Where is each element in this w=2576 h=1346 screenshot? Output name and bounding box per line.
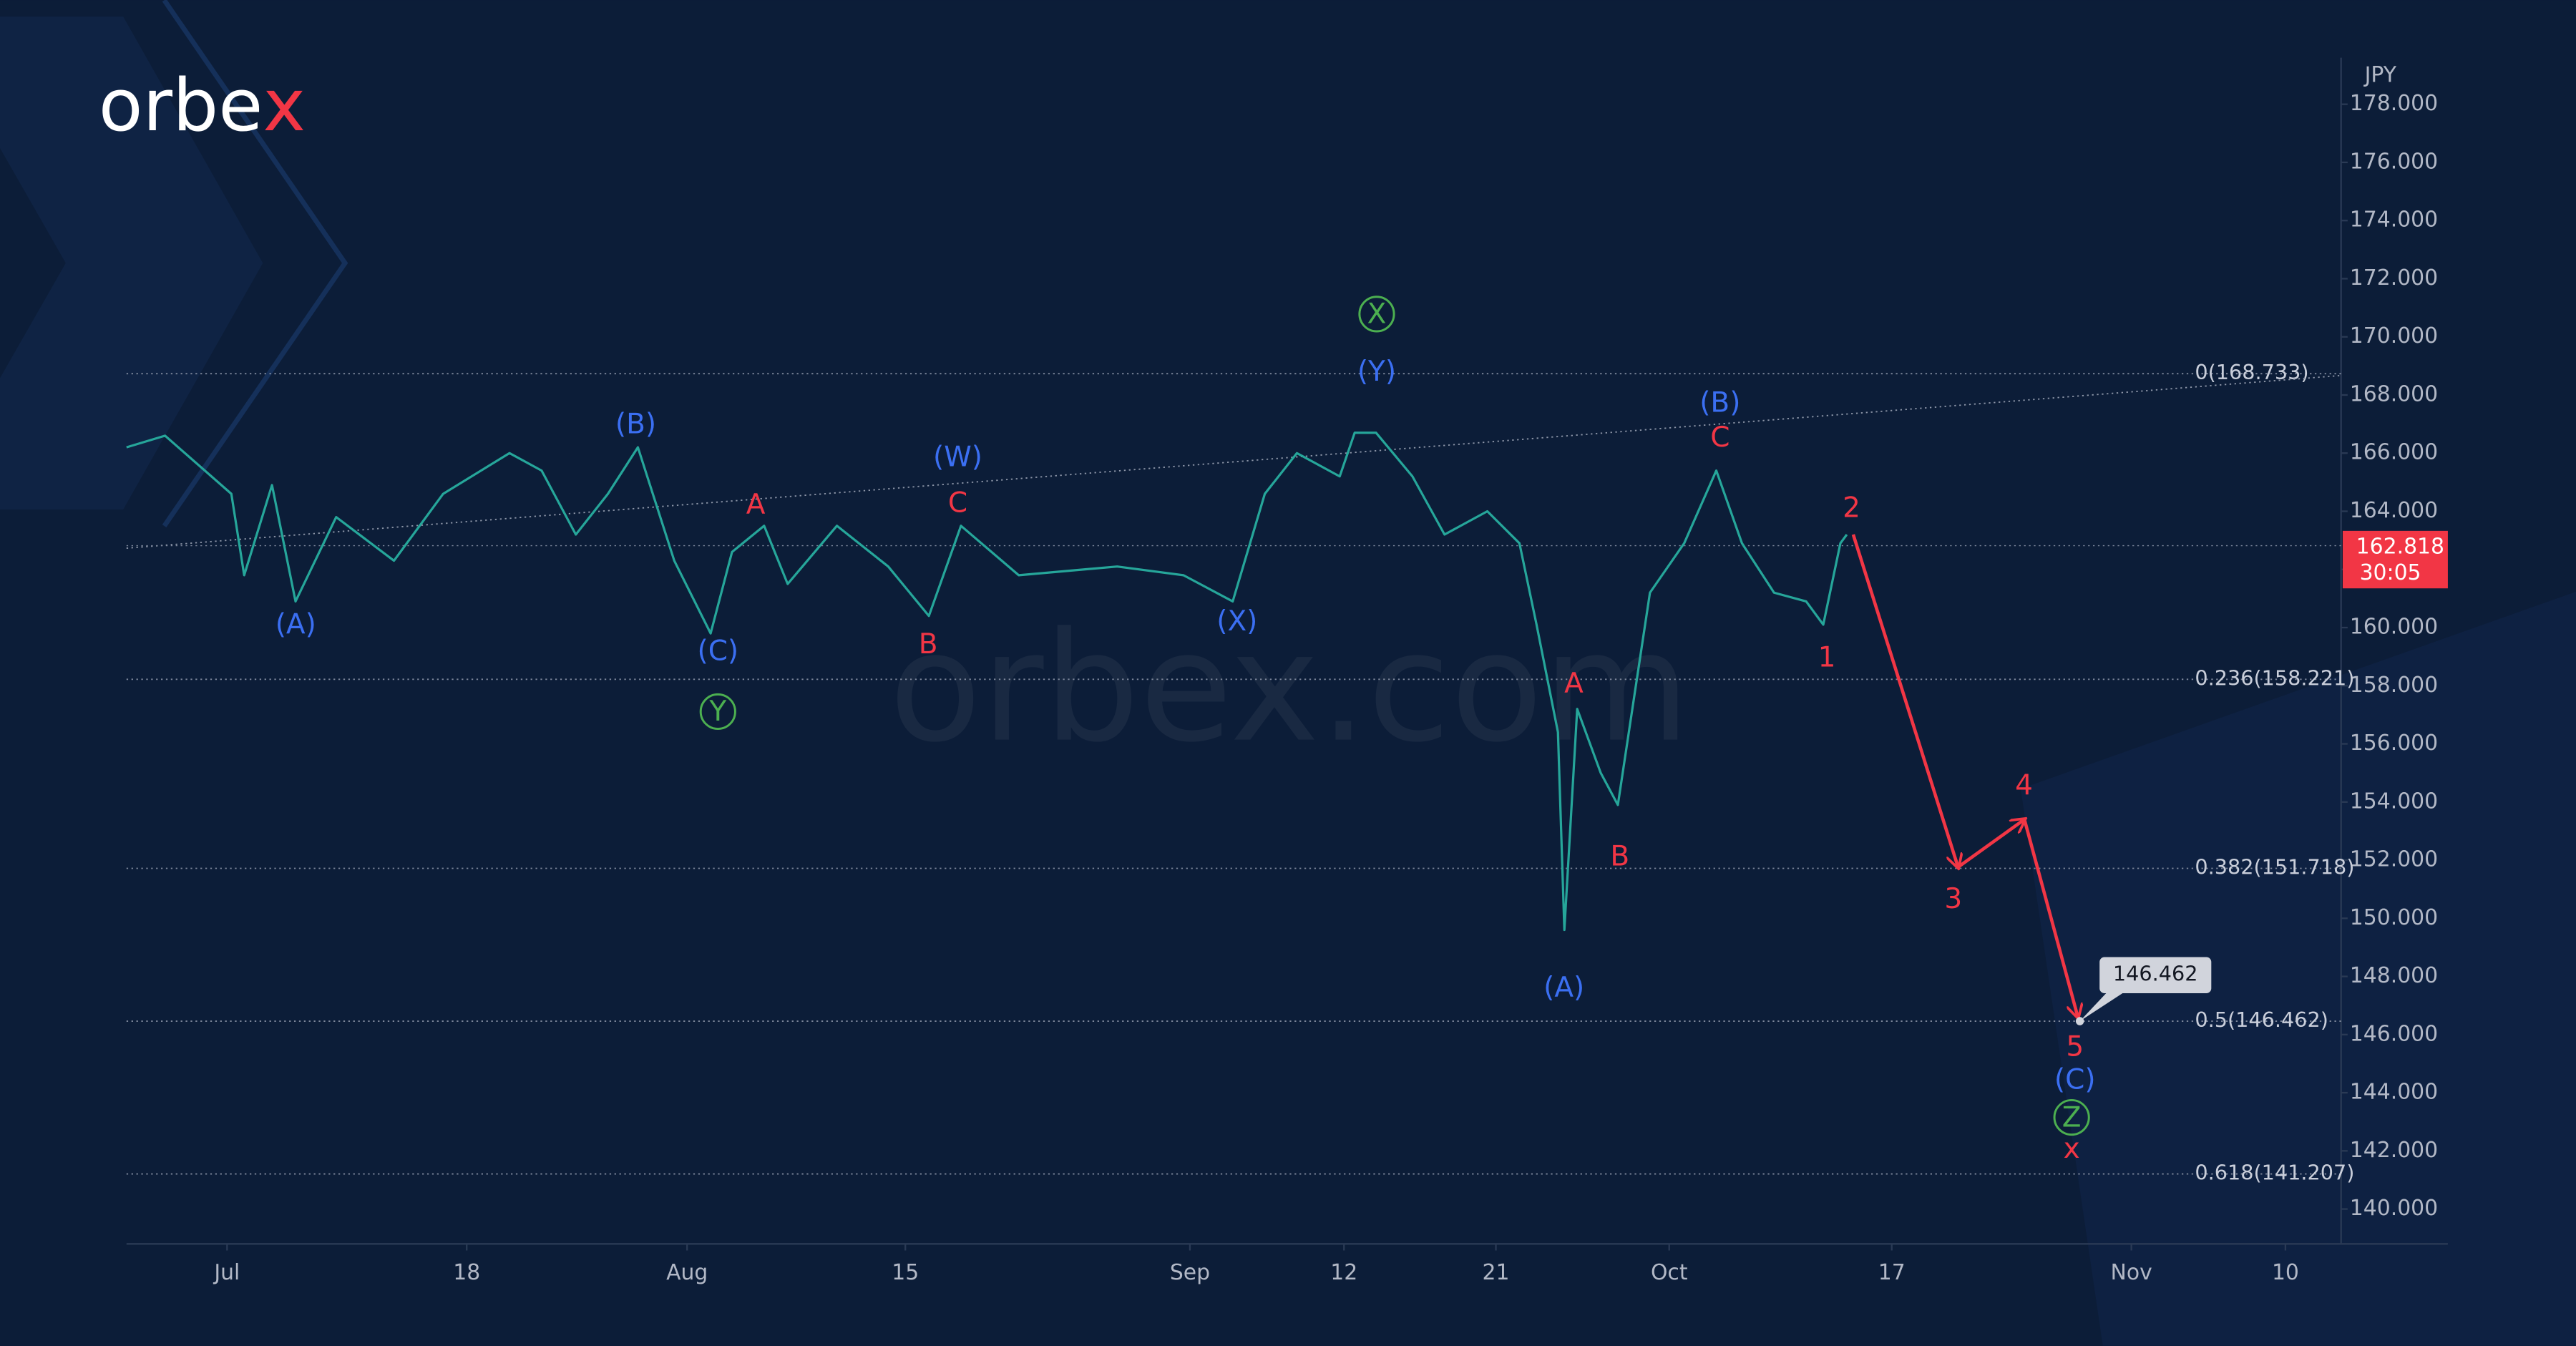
y-axis-label: JPY: [2363, 62, 2397, 87]
x-tick-label: 17: [1878, 1260, 1906, 1285]
wave-circle: [2053, 1098, 2090, 1136]
wave-label: X: [1367, 298, 1387, 331]
y-tick-label: 144.000: [2350, 1080, 2438, 1105]
x-tick-label: Oct: [1651, 1260, 1688, 1285]
target-label: 146.462: [2113, 962, 2198, 986]
x-tick-label: 18: [453, 1260, 480, 1285]
y-tick-label: 150.000: [2350, 905, 2438, 930]
wave-label: B: [1610, 840, 1629, 872]
wave-label: (C): [2054, 1064, 2096, 1096]
y-tick-label: 172.000: [2350, 265, 2438, 291]
watermark: orbex.com: [889, 600, 1690, 776]
y-tick-label: 142.000: [2350, 1138, 2438, 1163]
wave-label: (X): [1216, 605, 1257, 638]
projection-segment: [1957, 819, 2024, 869]
y-tick-label: 154.000: [2350, 789, 2438, 814]
wave-label: (Y): [1357, 356, 1396, 388]
wave-label: 1: [1818, 641, 1836, 673]
wave-label: (C): [697, 635, 738, 667]
y-tick-label: 164.000: [2350, 498, 2438, 523]
logo-text: orbe: [99, 63, 263, 147]
wave-label: (A): [275, 609, 316, 641]
wave-label: B: [919, 628, 938, 660]
y-tick-label: 178.000: [2350, 91, 2438, 116]
decor-shape: [2020, 591, 2576, 1346]
fib-label: 0.382(151.718): [2195, 854, 2354, 879]
wave-label: x: [2064, 1133, 2080, 1165]
price-line: [126, 431, 1848, 932]
x-tick-label: 21: [1483, 1260, 1510, 1285]
wave-label: 4: [2015, 770, 2033, 802]
wave-circle: [1358, 296, 1395, 333]
y-tick-label: 170.000: [2350, 323, 2438, 348]
x-tick-label: 15: [892, 1260, 919, 1285]
wave-circle: [699, 693, 736, 731]
y-tick-label: 140.000: [2350, 1196, 2438, 1221]
y-tick-label: 156.000: [2350, 731, 2438, 756]
wave-label: (A): [1543, 972, 1584, 1004]
trend-line: [126, 374, 2341, 550]
x-tick-label: 10: [2272, 1260, 2299, 1285]
x-tick-label: Jul: [213, 1260, 240, 1285]
fib-label: 0.618(141.207): [2195, 1161, 2354, 1185]
target-box: [2099, 957, 2212, 994]
wave-label: Z: [2062, 1101, 2082, 1133]
x-tick-label: Nov: [2111, 1260, 2152, 1285]
fib-label: 0(168.733): [2195, 360, 2308, 384]
wave-label: Y: [708, 696, 726, 728]
wave-label: 5: [2066, 1031, 2084, 1063]
logo-x: x: [263, 63, 306, 147]
plot: 140.000 142.000 144.000 146.000 148.000 150.0…: [126, 91, 2448, 1285]
wave-label: C: [1710, 421, 1729, 454]
last-price-box: [2342, 530, 2448, 589]
wave-label: A: [1564, 668, 1584, 700]
y-tick-label: 168.000: [2350, 381, 2438, 406]
wave-label: 3: [1944, 883, 1962, 915]
projection-segment: [2022, 819, 2078, 1017]
target-pointer: [2079, 993, 2123, 1022]
decor-line: [162, 0, 348, 527]
wave-label: (B): [615, 408, 656, 440]
countdown-label: 30:05: [2360, 560, 2421, 585]
y-tick-label: 158.000: [2350, 673, 2438, 698]
y-tick-label: 148.000: [2350, 963, 2438, 988]
wave-label: 2: [1843, 492, 1860, 525]
y-tick-label: 166.000: [2350, 440, 2438, 465]
projection-segment: [1851, 534, 1958, 867]
wave-label: C: [948, 487, 967, 520]
x-tick-label: 12: [1330, 1260, 1357, 1285]
wave-label: (B): [1699, 387, 1740, 419]
x-tick-label: Sep: [1170, 1260, 1210, 1285]
y-tick-label: 152.000: [2350, 847, 2438, 872]
fib-label: 0.236(158.221): [2195, 665, 2354, 690]
fib-label: 0.5(146.462): [2195, 1008, 2328, 1032]
wave-label: A: [746, 489, 766, 521]
y-tick-label: 174.000: [2350, 208, 2438, 233]
y-tick-label: 160.000: [2350, 615, 2438, 640]
logo: orbex: [99, 63, 306, 147]
decor-shape: [0, 16, 263, 510]
last-price-label: 162.818: [2356, 534, 2444, 559]
y-tick-label: 146.000: [2350, 1021, 2438, 1046]
x-tick-label: Aug: [666, 1260, 708, 1285]
y-tick-label: 176.000: [2350, 149, 2438, 174]
wave-label: (W): [933, 441, 982, 473]
